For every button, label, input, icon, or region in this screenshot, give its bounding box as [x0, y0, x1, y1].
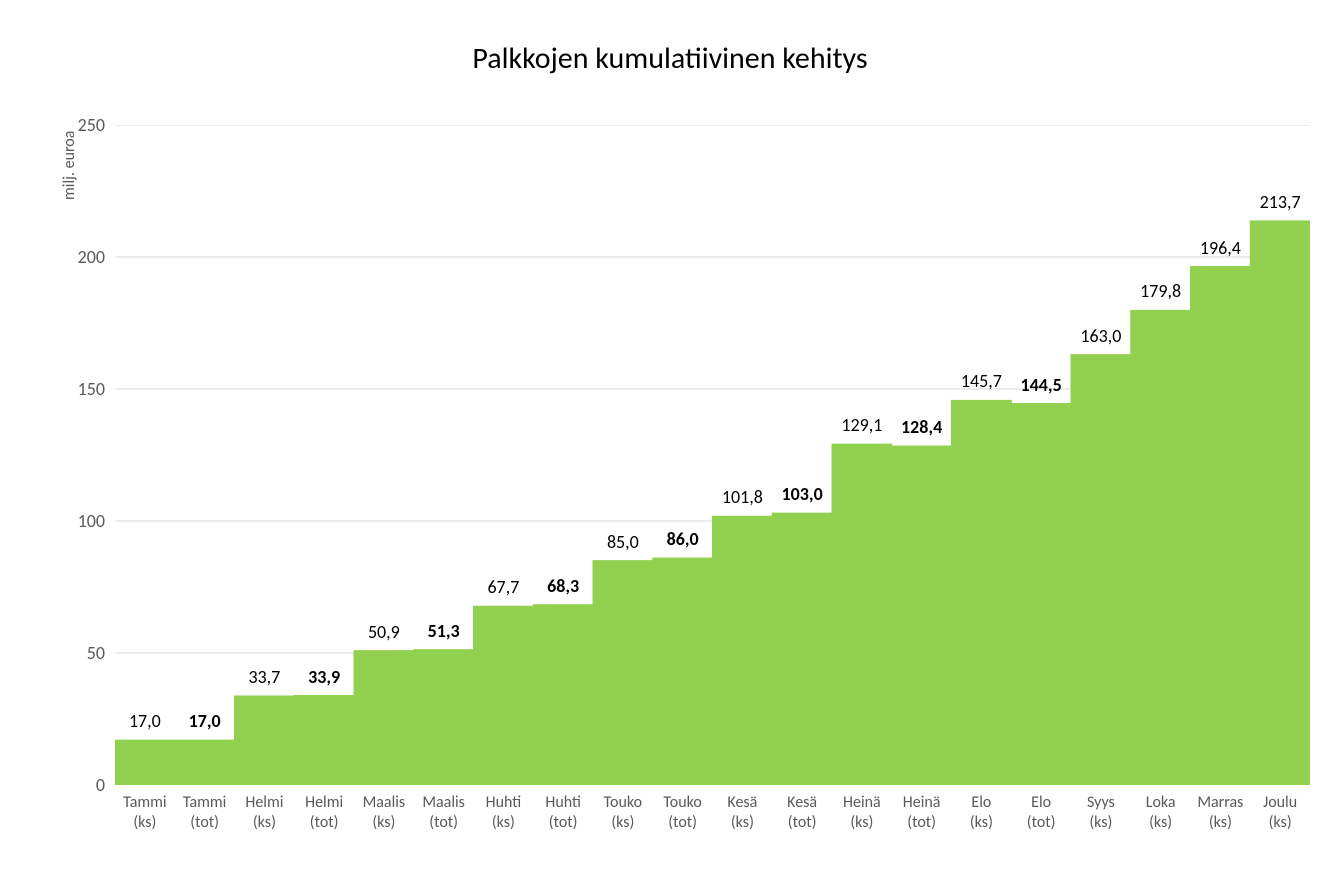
- x-tick-label: Loka (ks): [1146, 793, 1176, 833]
- data-label: 33,9: [308, 666, 340, 688]
- data-label: 101,8: [722, 486, 763, 508]
- data-label: 179,8: [1140, 280, 1181, 302]
- data-label: 103,0: [782, 483, 823, 505]
- y-tick-label: 150: [65, 378, 105, 400]
- x-tick-label: Tammi (tot): [183, 793, 226, 833]
- y-tick-label: 50: [65, 642, 105, 664]
- data-label: 163,0: [1080, 325, 1121, 347]
- chart-container: Palkkojen kumulatiivinen kehitys milj. e…: [0, 0, 1340, 875]
- x-tick-label: Heinä (tot): [903, 793, 941, 833]
- y-tick-label: 0: [65, 774, 105, 796]
- data-label: 213,7: [1260, 191, 1301, 213]
- x-tick-label: Elo (tot): [1027, 793, 1056, 833]
- data-label: 85,0: [607, 531, 639, 553]
- y-tick-label: 200: [65, 246, 105, 268]
- y-axis-label: milj. euroa: [60, 131, 79, 200]
- data-label: 128,4: [901, 416, 942, 438]
- x-tick-label: Maalis (tot): [422, 793, 465, 833]
- data-label: 86,0: [667, 528, 699, 550]
- x-tick-label: Tammi (ks): [123, 793, 166, 833]
- data-label: 144,5: [1021, 374, 1062, 396]
- x-tick-label: Kesä (ks): [727, 793, 757, 833]
- x-tick-label: Touko (tot): [663, 793, 701, 833]
- data-label: 196,4: [1200, 237, 1241, 259]
- chart-title: Palkkojen kumulatiivinen kehitys: [0, 40, 1340, 77]
- chart-svg: [115, 125, 1310, 785]
- x-tick-label: Joulu (ks): [1263, 793, 1297, 833]
- data-label: 67,7: [487, 576, 519, 598]
- data-label: 17,0: [189, 710, 221, 732]
- data-label: 145,7: [961, 370, 1002, 392]
- data-label: 51,3: [428, 620, 460, 642]
- x-tick-label: Huhti (tot): [545, 793, 581, 833]
- x-tick-label: Maalis (ks): [363, 793, 406, 833]
- plot-area: [115, 125, 1310, 785]
- x-tick-label: Elo (ks): [970, 793, 993, 833]
- x-tick-label: Syys (ks): [1087, 793, 1115, 833]
- y-tick-label: 250: [65, 114, 105, 136]
- x-tick-label: Huhti (ks): [486, 793, 522, 833]
- x-tick-label: Marras (ks): [1197, 793, 1243, 833]
- data-label: 68,3: [547, 575, 579, 597]
- data-label: 50,9: [368, 621, 400, 643]
- y-tick-label: 100: [65, 510, 105, 532]
- x-tick-label: Heinä (ks): [843, 793, 881, 833]
- data-label: 17,0: [129, 710, 161, 732]
- x-tick-label: Touko (ks): [604, 793, 642, 833]
- data-label: 129,1: [841, 414, 882, 436]
- x-tick-label: Helmi (ks): [245, 793, 283, 833]
- x-tick-label: Kesä (tot): [787, 793, 817, 833]
- data-label: 33,7: [248, 666, 280, 688]
- x-tick-label: Helmi (tot): [305, 793, 343, 833]
